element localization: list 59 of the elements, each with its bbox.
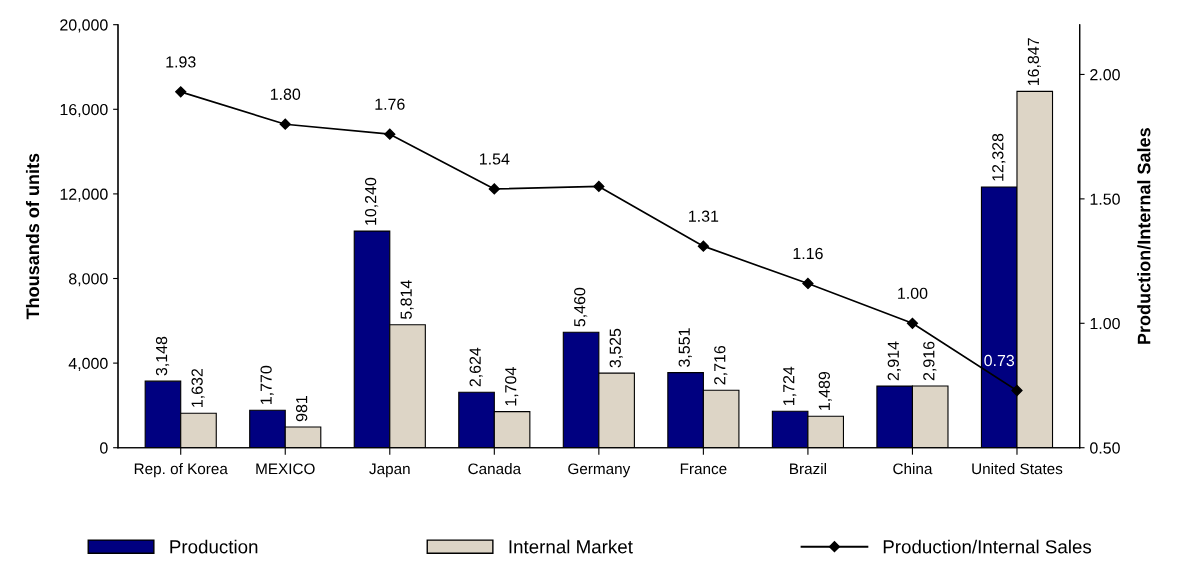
data-label: 0.73 <box>984 354 1015 367</box>
point <box>593 180 605 193</box>
legend-label: Production <box>170 539 258 554</box>
point <box>384 128 396 140</box>
y-tick-label: 0 <box>100 442 108 454</box>
x-tick-label: United States <box>972 463 1063 475</box>
x-tick-label: China <box>893 463 933 475</box>
y-axis-title: Thousands of units <box>25 153 40 320</box>
data-label: 981 <box>296 396 308 422</box>
x-tick-label: Germany <box>568 463 631 478</box>
data-label: 5,814 <box>400 280 414 320</box>
data-label: 16,847 <box>1027 38 1041 86</box>
data-label: 1,724 <box>783 366 797 405</box>
legend-label: Production/Internal Sales <box>883 539 1092 554</box>
legend-label: Internal Market <box>509 539 633 554</box>
data-label: 1.16 <box>793 247 823 260</box>
data-label: 3,148 <box>155 336 170 376</box>
data-label: 10,240 <box>364 177 379 225</box>
x-tick-label: MEXICO <box>256 463 315 475</box>
data-label: 2,914 <box>887 341 901 381</box>
y-tick-label: 8,000 <box>69 273 108 287</box>
data-label: 2,716 <box>714 345 728 385</box>
data-label: 1.80 <box>270 88 301 100</box>
point <box>906 317 919 329</box>
data-label: 1.76 <box>375 98 405 110</box>
y2-tick-label: 2.00 <box>1090 69 1120 81</box>
data-label: 1,632 <box>191 368 205 407</box>
data-label: 3,525 <box>609 328 623 368</box>
x-tick-label: Canada <box>468 463 522 475</box>
point <box>279 118 291 130</box>
data-label: 1,489 <box>818 371 832 410</box>
data-label: 1,704 <box>505 367 519 406</box>
data-label: 5,460 <box>574 287 588 327</box>
x-tick-label: France <box>680 463 727 475</box>
data-label: 2,624 <box>469 347 483 387</box>
data-label: 1.00 <box>898 287 928 299</box>
data-label: 1.31 <box>689 210 719 222</box>
x-tick-label: Brazil <box>790 463 826 475</box>
y-tick-label: 12,000 <box>60 188 108 202</box>
y-tick-label: 4,000 <box>68 357 108 371</box>
point <box>697 240 709 252</box>
y-tick-label: 20,000 <box>60 19 108 33</box>
point <box>175 86 187 98</box>
point <box>1011 384 1023 397</box>
y2-axis-title: Production/Internal Sales <box>1137 128 1151 344</box>
y-tick-label: 16,000 <box>60 103 108 118</box>
y2-tick-label: 1.50 <box>1090 193 1120 205</box>
point <box>488 183 500 195</box>
data-label: 1.54 <box>479 153 510 165</box>
y2-tick-label: 1.00 <box>1090 317 1120 330</box>
y2-tick-label: 0.50 <box>1090 442 1120 454</box>
x-tick-label: Rep. of Korea <box>134 463 228 478</box>
data-label: 1.93 <box>166 56 196 68</box>
data-label: 2,916 <box>923 341 937 381</box>
x-tick-label: Japan <box>369 463 410 478</box>
data-label: 3,551 <box>678 328 692 367</box>
data-label: 1,770 <box>260 365 274 404</box>
data-label: 12,328 <box>992 133 1006 181</box>
point <box>802 277 814 290</box>
